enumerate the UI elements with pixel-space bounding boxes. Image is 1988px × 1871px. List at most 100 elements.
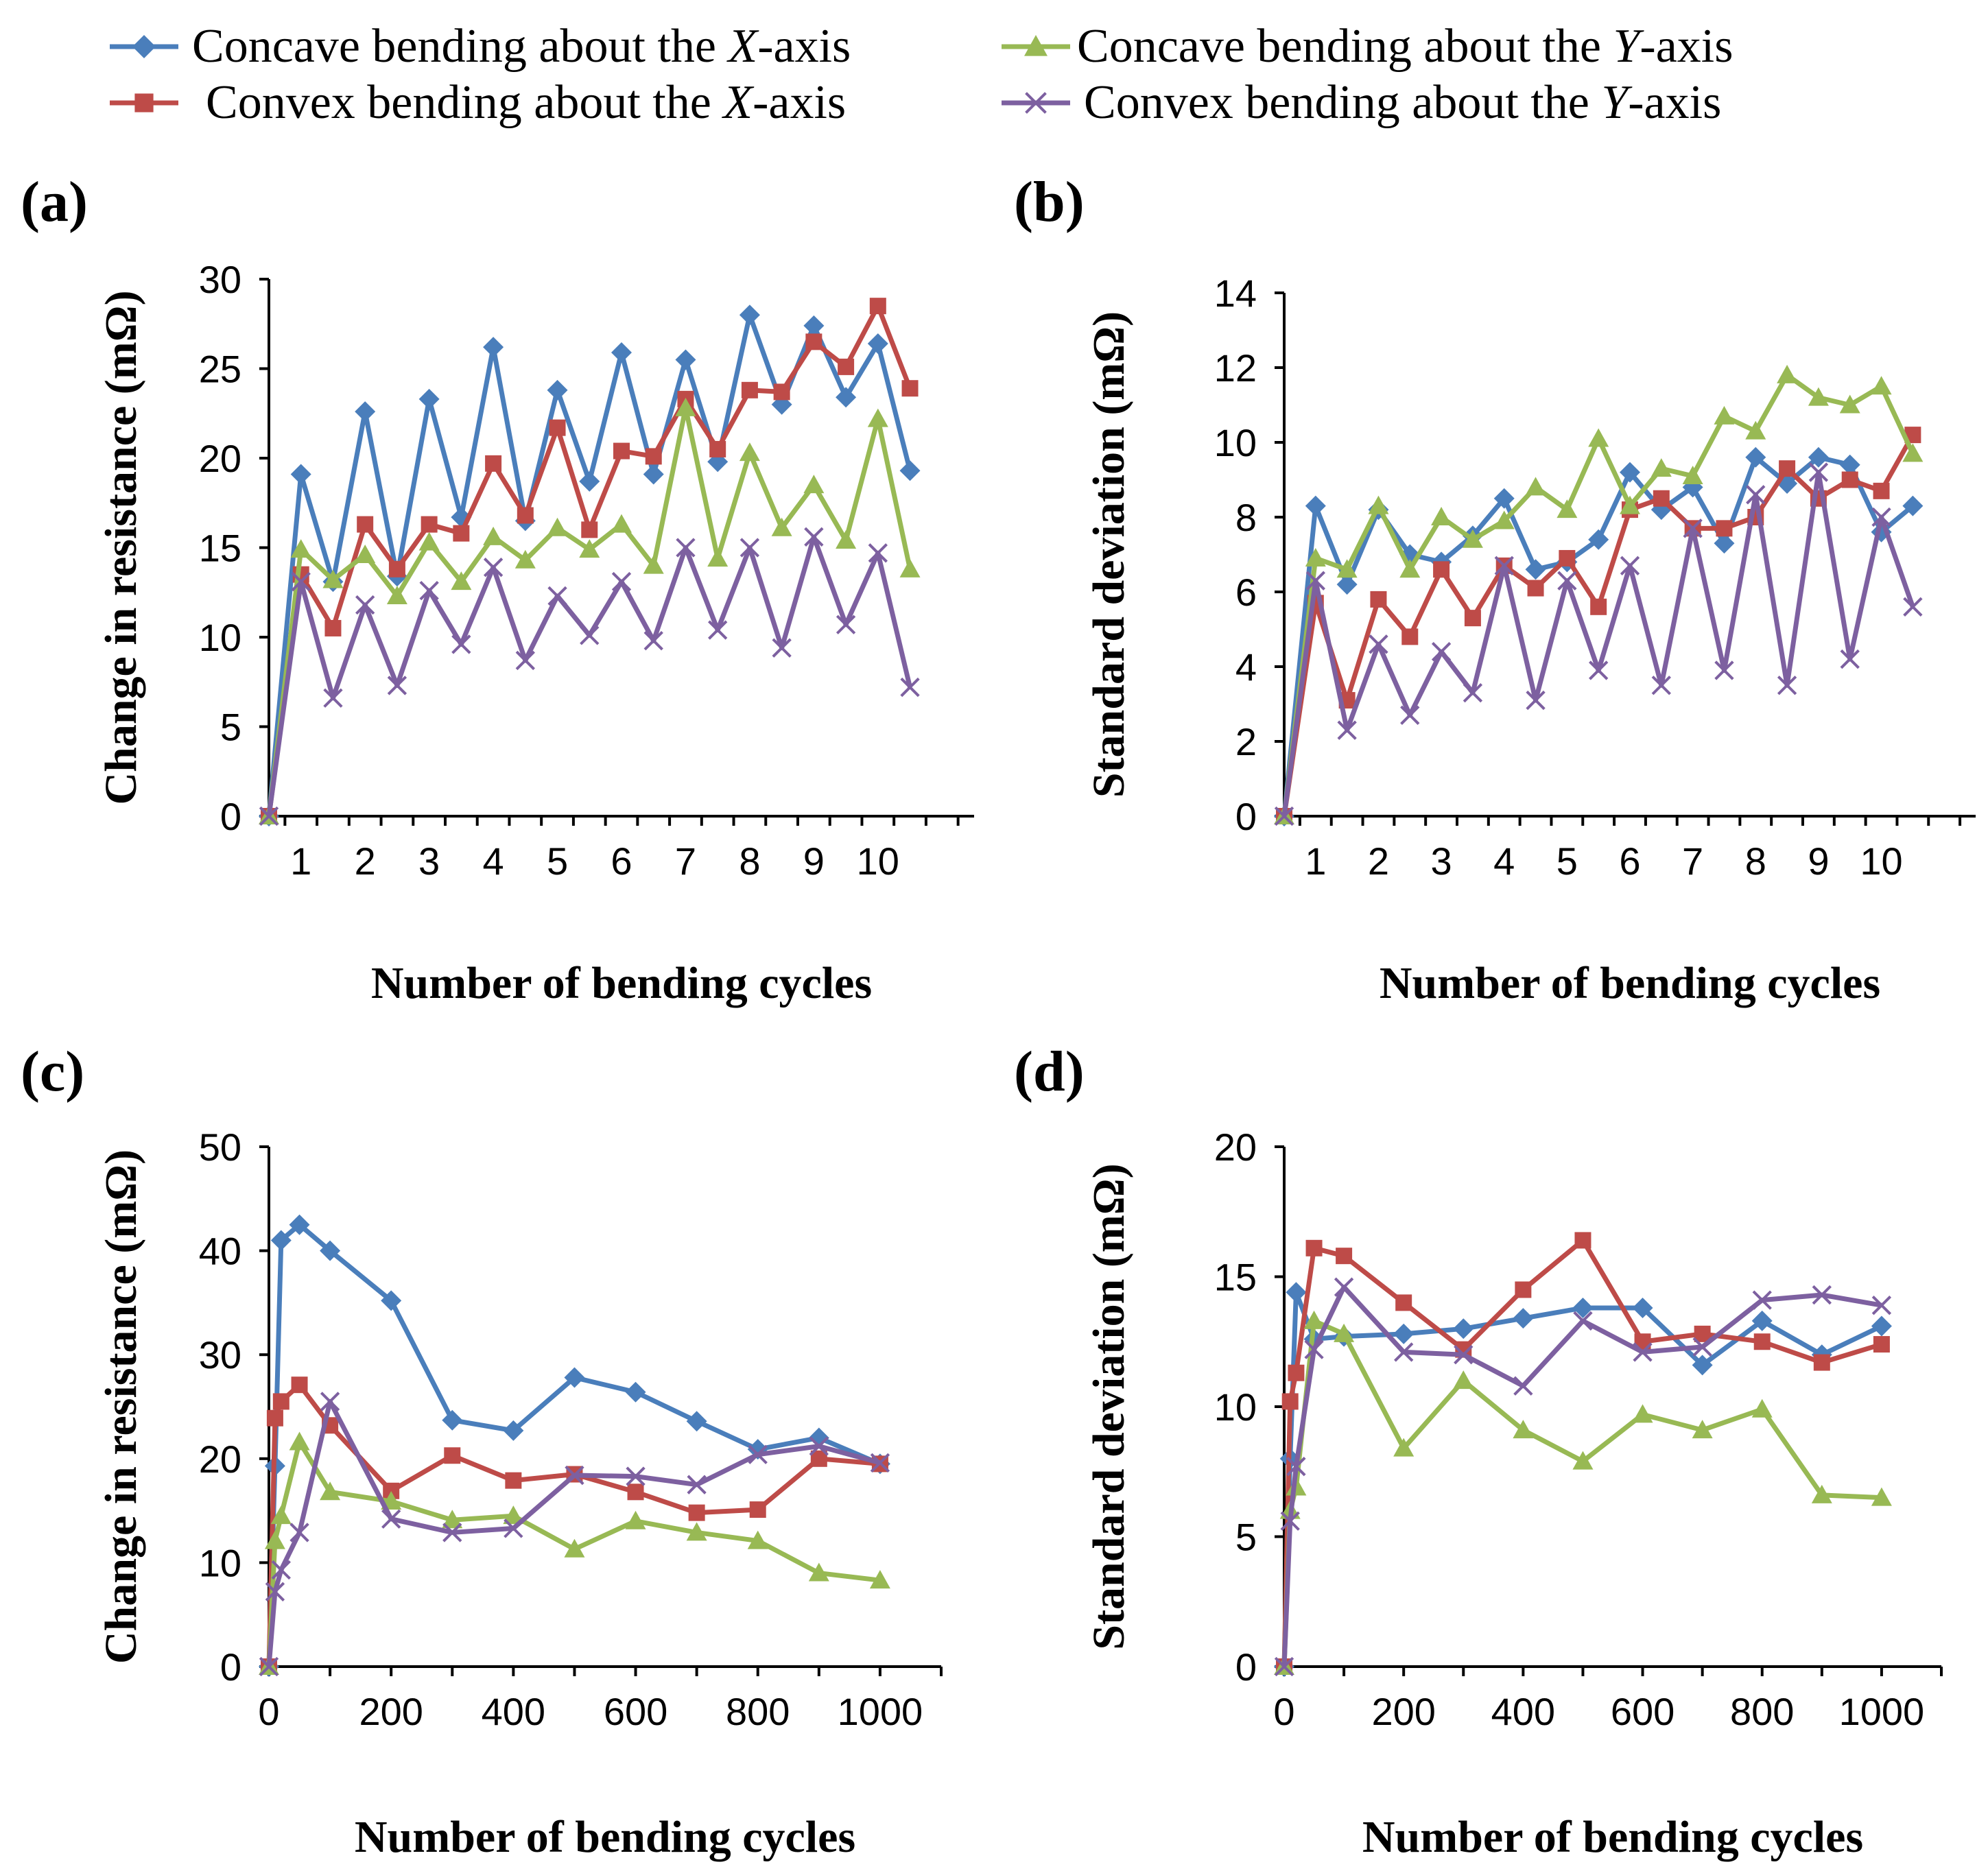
- data-point: [645, 448, 662, 465]
- data-point: [1527, 580, 1544, 597]
- data-point: [707, 548, 729, 567]
- data-point: [579, 470, 600, 492]
- data-point: [323, 688, 343, 708]
- y-tick-label: 12: [1214, 346, 1257, 390]
- data-point: [1463, 682, 1483, 703]
- legend-entry: Concave bending about the X-axis: [110, 20, 851, 73]
- data-point: [627, 1483, 644, 1501]
- data-point: [1751, 1310, 1773, 1331]
- data-point: [708, 620, 728, 640]
- y-tick-label: 10: [199, 1541, 241, 1584]
- y-tick-label: 50: [199, 1125, 241, 1169]
- data-point: [503, 1505, 524, 1525]
- data-point: [611, 571, 632, 592]
- data-point: [808, 1562, 829, 1582]
- data-point: [381, 1509, 401, 1529]
- y-tick-label: 4: [1235, 645, 1257, 689]
- series-2: [261, 1377, 888, 1675]
- data-point: [1839, 454, 1860, 475]
- legend-entry: Concave bending about the Y-axis: [1002, 20, 1733, 73]
- data-point: [1714, 660, 1734, 680]
- data-point: [1633, 1342, 1653, 1362]
- data-point: [1453, 1370, 1474, 1390]
- data-point: [739, 538, 760, 558]
- data-point: [1871, 1296, 1892, 1315]
- y-tick-label: 20: [199, 437, 241, 480]
- y-tick-label: 8: [1235, 496, 1257, 539]
- data-point: [1903, 597, 1923, 617]
- data-point: [387, 676, 407, 695]
- series-line: [266, 1382, 881, 1667]
- data-point: [1692, 1420, 1713, 1439]
- data-point: [1751, 1398, 1773, 1418]
- data-point: [289, 1431, 310, 1451]
- data-point: [1589, 660, 1609, 680]
- x-tick-label: 800: [726, 1690, 790, 1733]
- data-point: [290, 539, 311, 558]
- data-point: [1370, 591, 1387, 608]
- data-point: [324, 619, 342, 636]
- data-point: [564, 1367, 585, 1388]
- series-line: [266, 1398, 881, 1667]
- data-point: [581, 521, 598, 538]
- data-point: [547, 379, 568, 401]
- data-point: [515, 650, 535, 671]
- y-tick-label: 0: [220, 1645, 241, 1689]
- y-axis-label: Standard deviation (mΩ): [1084, 1163, 1134, 1649]
- data-point: [272, 1393, 289, 1410]
- data-point: [1494, 556, 1514, 576]
- data-point: [1334, 1277, 1354, 1297]
- series-line: [1281, 1237, 1882, 1667]
- legend-marker: [132, 35, 156, 58]
- data-point: [579, 539, 600, 558]
- data-point: [259, 806, 279, 826]
- x-tick-label: 4: [1493, 839, 1515, 883]
- data-point: [1839, 394, 1860, 414]
- x-tick-label: 0: [1273, 1690, 1294, 1733]
- data-point: [611, 514, 632, 533]
- data-point: [1840, 649, 1860, 669]
- data-point: [1493, 488, 1515, 509]
- series-3: [259, 1431, 890, 1675]
- y-tick-label: 14: [1214, 272, 1257, 315]
- data-point: [1632, 1297, 1653, 1318]
- data-point: [565, 1465, 584, 1486]
- series-4: [259, 1392, 890, 1677]
- series-1: [1274, 1282, 1892, 1677]
- y-tick-label: 30: [199, 258, 241, 301]
- x-tick-label: 9: [1808, 839, 1829, 883]
- data-point: [687, 1475, 707, 1494]
- data-point: [804, 527, 824, 547]
- data-point: [1525, 559, 1546, 580]
- panel-label: (c): [21, 1040, 84, 1104]
- data-point: [613, 442, 630, 460]
- data-point: [1873, 1336, 1890, 1353]
- data-point: [483, 337, 504, 358]
- legend-entry: Convex bending about the X-axis: [110, 76, 846, 129]
- series-line: [1281, 1318, 1882, 1667]
- data-point: [1395, 1294, 1412, 1311]
- x-tick-label: 2: [1368, 839, 1389, 883]
- data-point: [264, 1530, 285, 1549]
- data-point: [1464, 610, 1481, 627]
- data-point: [1274, 806, 1294, 826]
- data-point: [1305, 495, 1326, 516]
- data-point: [291, 1377, 308, 1394]
- data-point: [836, 387, 857, 408]
- data-point: [1557, 499, 1578, 519]
- data-point: [1573, 1311, 1593, 1331]
- series-3: [1274, 364, 1924, 824]
- data-point: [1288, 1364, 1305, 1381]
- data-point: [505, 1472, 522, 1489]
- data-point: [1493, 510, 1515, 529]
- x-tick-label: 9: [803, 839, 825, 883]
- data-point: [1653, 490, 1670, 507]
- y-tick-label: 5: [220, 706, 241, 749]
- y-tick-label: 5: [1235, 1516, 1257, 1559]
- data-point: [803, 475, 825, 494]
- data-point: [1286, 1457, 1306, 1477]
- data-point: [564, 1538, 585, 1558]
- data-point: [809, 1436, 829, 1456]
- data-point: [1368, 495, 1389, 514]
